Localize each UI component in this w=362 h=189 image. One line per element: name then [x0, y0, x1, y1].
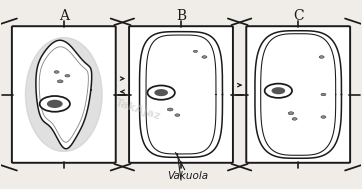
Text: C: C: [293, 9, 303, 23]
Circle shape: [193, 50, 198, 53]
Text: TakAjaz: TakAjaz: [114, 97, 162, 122]
Circle shape: [154, 89, 168, 96]
Circle shape: [319, 56, 324, 58]
Circle shape: [292, 118, 297, 120]
FancyBboxPatch shape: [129, 26, 233, 163]
Polygon shape: [36, 40, 92, 149]
Circle shape: [147, 85, 175, 100]
Text: B: B: [176, 9, 186, 23]
Text: A: A: [59, 9, 69, 23]
Circle shape: [265, 84, 292, 98]
Circle shape: [40, 96, 70, 112]
Polygon shape: [139, 32, 223, 157]
Circle shape: [202, 56, 207, 58]
Circle shape: [47, 100, 63, 108]
Circle shape: [321, 93, 326, 96]
Polygon shape: [255, 31, 341, 158]
Circle shape: [57, 80, 63, 83]
Circle shape: [54, 71, 59, 73]
Circle shape: [175, 114, 180, 116]
Text: Vakuola: Vakuola: [168, 171, 209, 181]
Circle shape: [272, 87, 285, 94]
Polygon shape: [25, 38, 102, 151]
FancyBboxPatch shape: [246, 26, 350, 163]
FancyBboxPatch shape: [12, 26, 116, 163]
Circle shape: [65, 74, 70, 77]
Circle shape: [288, 112, 294, 115]
Circle shape: [167, 108, 173, 111]
Circle shape: [321, 116, 326, 118]
